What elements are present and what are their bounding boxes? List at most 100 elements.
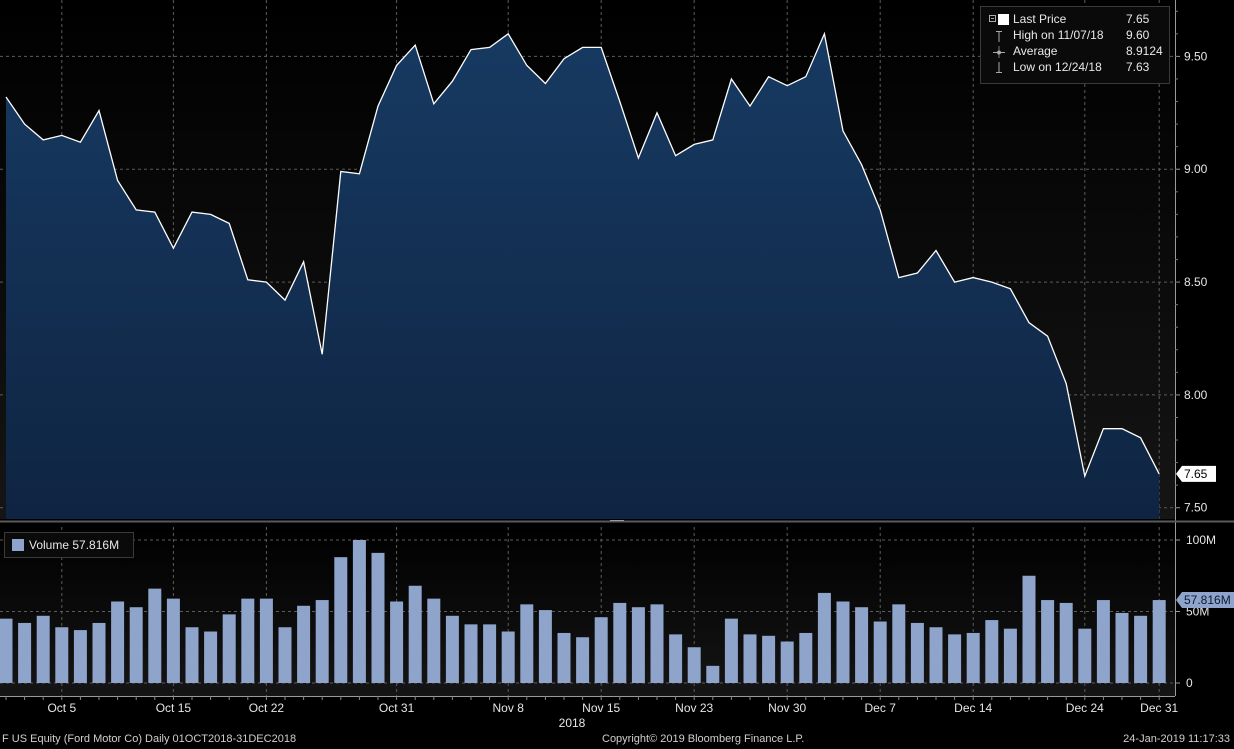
volume-bar: [929, 627, 943, 683]
volume-bar: [408, 585, 422, 683]
volume-bar: [315, 600, 329, 683]
volume-bar: [1134, 615, 1148, 683]
x-tick-label: Oct 5: [47, 701, 76, 715]
volume-bar: [18, 622, 32, 683]
volume-bar: [613, 602, 627, 683]
footer-timestamp: 24-Jan-2019 11:17:33: [1123, 733, 1230, 745]
volume-bar: [297, 605, 311, 683]
legend-average: Average 8.9124: [981, 44, 1169, 60]
volume-bar: [966, 632, 980, 683]
legend-value: 8.9124: [1126, 44, 1163, 58]
price-tick-label: 8.00: [1184, 388, 1208, 402]
last-price-marker-icon: [989, 14, 1009, 25]
volume-bar: [427, 598, 441, 683]
x-tick-label: Dec 24: [1066, 701, 1104, 715]
x-tick-label: Nov 23: [675, 701, 713, 715]
volume-bar: [985, 620, 999, 683]
volume-bar: [73, 630, 87, 683]
volume-bar: [204, 631, 218, 683]
legend-high: High on 11/07/18 9.60: [981, 28, 1169, 44]
volume-bar: [390, 601, 404, 683]
volume-last-tag: [1176, 592, 1234, 609]
legend-label: High on 11/07/18: [1013, 28, 1104, 42]
volume-bar: [780, 641, 794, 683]
volume-bar: [1115, 612, 1129, 683]
volume-bar: [799, 632, 813, 683]
x-tick-label: Dec 31: [1140, 701, 1178, 715]
volume-bar: [724, 618, 738, 683]
volume-bar: [185, 627, 199, 683]
volume-bar: [278, 627, 292, 683]
footer-copyright: Copyright© 2019 Bloomberg Finance L.P.: [602, 733, 805, 745]
x-tick-label: Oct 31: [379, 701, 415, 715]
x-tick-label: Oct 15: [156, 701, 192, 715]
low-marker-icon: [996, 62, 1002, 73]
volume-last-tag-label: 57.816M: [1184, 593, 1231, 607]
legend-label: Last Price: [1013, 12, 1067, 26]
legend-low: Low on 12/24/18 7.63: [981, 60, 1169, 76]
volume-bar: [36, 615, 50, 683]
volume-bar: [892, 604, 906, 683]
price-tick-label: 9.00: [1184, 162, 1208, 176]
volume-bar: [334, 557, 348, 683]
volume-bar: [111, 601, 125, 683]
legend-label: Low on 12/24/18: [1013, 60, 1102, 74]
volume-bar: [259, 598, 273, 683]
volume-bar: [1059, 602, 1073, 683]
volume-bar: [706, 665, 720, 683]
volume-bar: [92, 622, 106, 683]
volume-bar: [910, 622, 924, 683]
legend-last-price: Last Price 7.65: [981, 12, 1169, 28]
legend-value: 9.60: [1126, 28, 1150, 42]
volume-bar: [129, 607, 143, 683]
volume-bar: [241, 598, 255, 683]
volume-bar: [148, 588, 162, 683]
year-label: 2018: [559, 716, 586, 730]
x-tick-label: Oct 22: [249, 701, 285, 715]
last-price-tag-label: 7.65: [1184, 467, 1208, 481]
volume-bar: [762, 635, 776, 683]
legend-value: 7.65: [1126, 12, 1150, 26]
price-tick-label: 7.50: [1184, 501, 1208, 515]
footer-security: F US Equity (Ford Motor Co) Daily 01OCT2…: [2, 733, 297, 745]
x-tick-label: Nov 15: [582, 701, 620, 715]
volume-bar: [222, 614, 236, 683]
volume-bar: [1078, 628, 1092, 683]
average-marker-icon: [993, 46, 1005, 58]
x-tick-label: Dec 14: [954, 701, 992, 715]
legend-value: 7.63: [1126, 60, 1150, 74]
volume-bar: [576, 637, 590, 683]
volume-swatch-icon: [12, 539, 24, 551]
volume-bar: [1003, 628, 1017, 683]
volume-tick-label: 100M: [1186, 533, 1216, 547]
price-line: [5, 31, 1160, 479]
volume-bar: [1041, 600, 1055, 683]
volume-bar: [464, 624, 478, 683]
volume-bar: [948, 634, 962, 683]
volume-bar: [743, 634, 757, 683]
volume-bar: [557, 632, 571, 683]
volume-bar: [538, 610, 552, 683]
volume-bar: [1022, 575, 1036, 683]
price-area: [6, 33, 1160, 520]
volume-bar: [483, 624, 497, 683]
volume-bar: [1096, 600, 1110, 683]
x-tick-label: Nov 8: [493, 701, 525, 715]
price-tick-label: 8.50: [1184, 275, 1208, 289]
volume-bar: [873, 621, 887, 683]
x-tick-label: Dec 7: [865, 701, 897, 715]
volume-bar: [669, 634, 683, 683]
high-marker-icon: [996, 31, 1002, 42]
volume-bar: [445, 615, 459, 683]
volume-legend-label: Volume 57.816M: [29, 538, 120, 552]
volume-tick-label: 0: [1186, 676, 1193, 690]
last-price-tag: [1176, 465, 1216, 482]
price-tick-label: 9.50: [1184, 49, 1208, 63]
volume-bar: [631, 607, 645, 683]
volume-legend: Volume 57.816M: [4, 532, 134, 558]
volume-bar: [594, 617, 608, 683]
legend-label: Average: [1013, 44, 1058, 58]
volume-bar: [352, 540, 366, 683]
x-tick-label: Nov 30: [768, 701, 806, 715]
